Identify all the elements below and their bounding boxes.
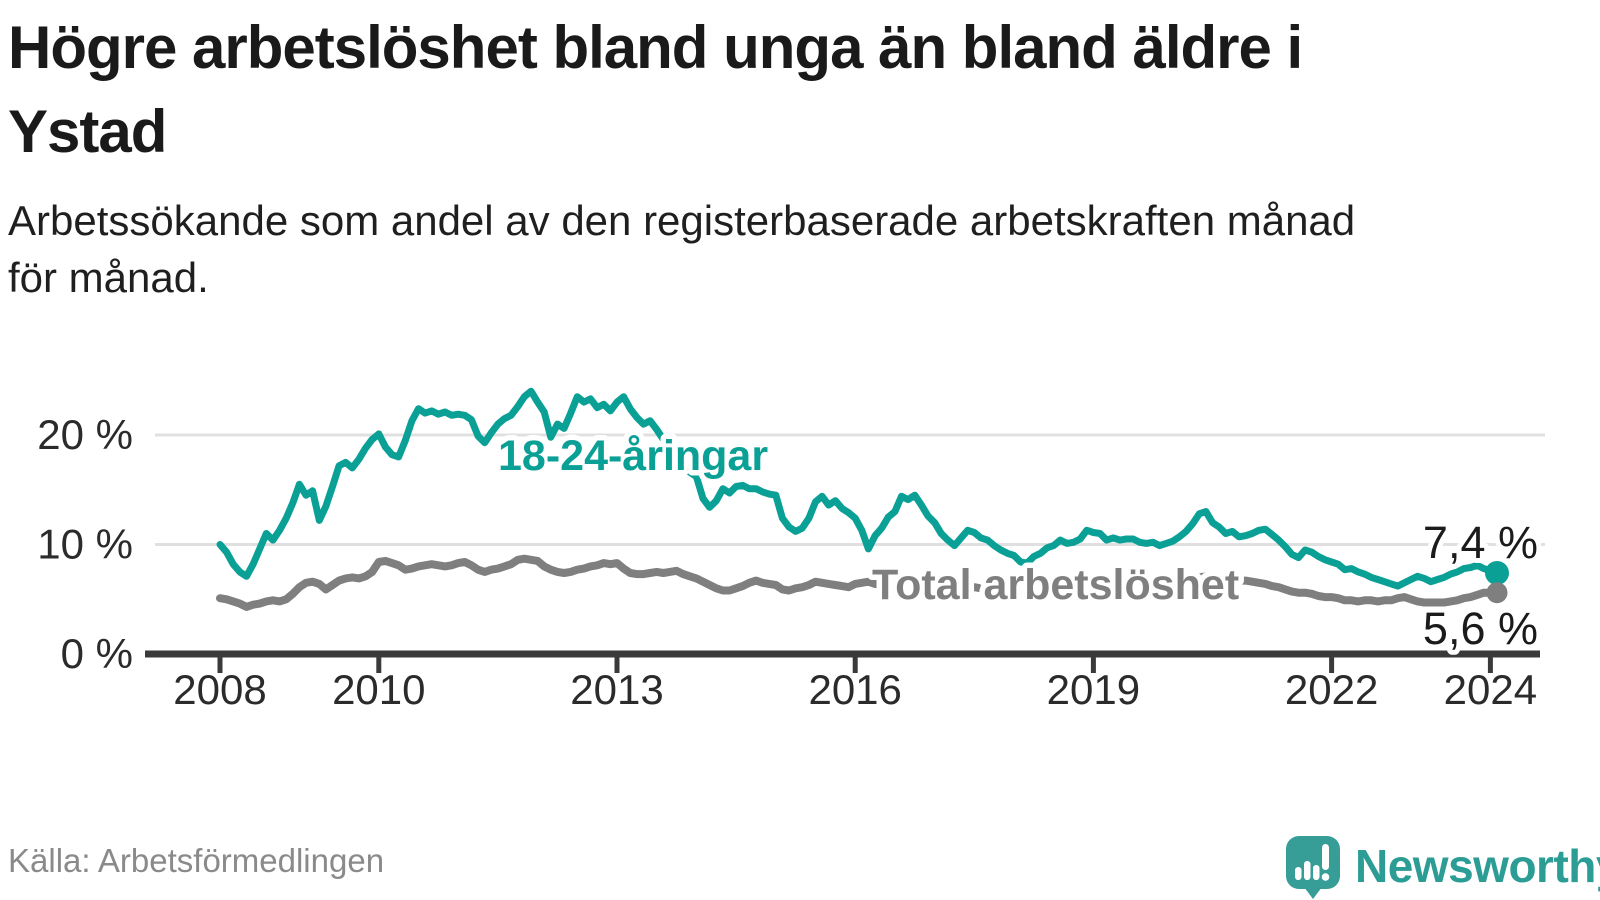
y-tick-label: 0 % — [61, 630, 133, 677]
source-credit: Källa: Arbetsförmedlingen — [8, 842, 385, 879]
page-subtitle: Arbetssökande som andel av den registerb… — [8, 192, 1568, 306]
x-axis — [145, 650, 1540, 673]
y-tick-label: 10 % — [37, 521, 133, 568]
newsworthy-wordmark: Newsworthy — [1355, 840, 1600, 892]
speech-bubble-shape — [1286, 836, 1340, 899]
newsworthy-logo-icon — [1286, 836, 1340, 899]
end-value-label-youth: 7,4 % — [1423, 517, 1538, 568]
logo-bar-1 — [1295, 867, 1302, 880]
x-tick-label: 2008 — [173, 666, 266, 713]
series-line-youth — [216, 387, 1501, 590]
x-tick-label: 2010 — [332, 666, 425, 713]
x-tick-label: 2013 — [570, 666, 663, 713]
page-title: Högre arbetslöshet bland unga än bland ä… — [8, 6, 1568, 174]
x-tick-label: 2022 — [1285, 666, 1378, 713]
series-line-total — [216, 554, 1501, 611]
x-tick-label: 2024 — [1444, 666, 1537, 713]
page-subtitle-line-1: Arbetssökande som andel av den registerb… — [8, 197, 1356, 244]
x-tick-label: 2019 — [1047, 666, 1140, 713]
end-value-label-total: 5,6 % — [1423, 603, 1538, 654]
page-title-line-2: Ystad — [8, 98, 167, 165]
x-tick-label: 2016 — [808, 666, 901, 713]
logo-exclamation-bar — [1322, 844, 1329, 870]
page-subtitle-line-2: för månad. — [8, 254, 209, 301]
series-end-dot-youth — [1485, 561, 1509, 585]
logo-bar-2 — [1304, 861, 1311, 880]
logo-bar-3 — [1313, 865, 1320, 880]
logo-exclamation-dot — [1321, 873, 1330, 881]
page-title-line-1: Högre arbetslöshet bland unga än bland ä… — [8, 14, 1303, 81]
series-label-youth: 18-24-åringar — [498, 432, 768, 480]
gridlines — [155, 433, 1545, 546]
newsworthy-brand: Newsworthy — [1286, 836, 1600, 900]
series-end-dot-total — [1486, 582, 1508, 604]
series-label-total: Total arbetslöshet — [872, 561, 1239, 609]
y-tick-label: 20 % — [37, 411, 133, 458]
axis-tick-labels: 2008 2010 2013 2016 2019 2022 2024 0 % 10 % 20 % — [37, 411, 1537, 713]
